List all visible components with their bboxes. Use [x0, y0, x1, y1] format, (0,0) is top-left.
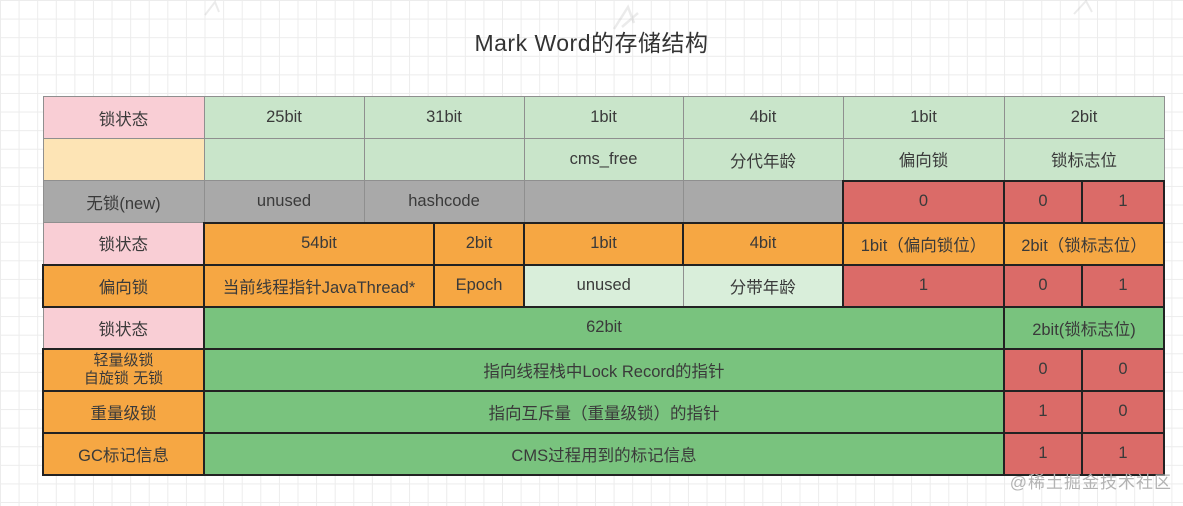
cell-field-header-2: [363, 138, 525, 181]
cell-lightweight-lock-2: 0: [1003, 347, 1083, 392]
cell-bits-header-biased-2: 2bit: [433, 221, 525, 266]
cell-no-lock-4: [682, 180, 844, 223]
cell-bits-header-biased-5: 1bit（偏向锁位）: [842, 221, 1005, 266]
cell-lightweight-lock-3: 0: [1081, 347, 1165, 392]
cell-bits-header-biased-4: 4bit: [682, 221, 844, 266]
faint-watermark-icon: [612, 4, 639, 30]
cell-biased-lock-1: 当前线程指针JavaThread*: [203, 263, 435, 308]
cell-biased-lock-7: 1: [1081, 263, 1165, 308]
page-title: Mark Word的存储结构: [474, 30, 709, 56]
cell-heavyweight-lock-0: 重量级锁: [42, 389, 205, 434]
cell-lightweight-lock-1: 指向线程栈中Lock Record的指针: [203, 347, 1005, 392]
cell-gc-mark-2: 1: [1003, 431, 1083, 476]
faint-watermark-icon: [1073, 0, 1093, 15]
cell-no-lock-2: hashcode: [363, 180, 525, 223]
cell-field-header-5: 偏向锁: [842, 138, 1005, 181]
cell-heavyweight-lock-3: 0: [1081, 389, 1165, 434]
cell-no-lock-1: unused: [203, 180, 365, 223]
cell-bits-header-62-0: 锁状态: [42, 306, 205, 349]
cell-gc-mark-3: 1: [1081, 431, 1165, 476]
cell-bits-header-biased-3: 1bit: [523, 221, 684, 266]
cell-bits-header-biased-6: 2bit（锁标志位）: [1003, 221, 1165, 266]
cell-field-header-6: 锁标志位: [1003, 138, 1165, 181]
cell-bits-header-0: 锁状态: [42, 96, 205, 139]
cell-lightweight-lock-0: 轻量级锁 自旋锁 无锁: [42, 347, 205, 392]
cell-bits-header-62-1: 62bit: [203, 305, 1005, 350]
table-row-no-lock: 无锁(new) unused hashcode 0 0 1: [42, 179, 1165, 224]
table-row-gc-mark: GC标记信息 CMS过程用到的标记信息 1 1: [42, 431, 1165, 476]
cell-field-header-1: [203, 138, 365, 181]
site-watermark: @稀土掘金技术社区: [1009, 473, 1172, 492]
markword-structure-table: 锁状态 25bit 31bit 1bit 4bit 1bit 2bit cms_free 分代年…: [42, 96, 1165, 476]
cell-bits-header-1: 25bit: [203, 96, 365, 139]
cell-biased-lock-6: 0: [1003, 263, 1083, 308]
cell-no-lock-0: 无锁(new): [42, 180, 205, 223]
cell-bits-header-2: 31bit: [363, 96, 525, 139]
cell-gc-mark-1: CMS过程用到的标记信息: [203, 431, 1005, 476]
cell-bits-header-3: 1bit: [523, 96, 684, 139]
cell-biased-lock-3: unused: [523, 264, 684, 307]
cell-bits-header-62-2: 2bit(锁标志位): [1003, 305, 1165, 350]
cell-biased-lock-5: 1: [842, 263, 1005, 308]
faint-watermark-icon: [204, 0, 220, 16]
cell-bits-header-biased-1: 54bit: [203, 221, 435, 266]
cell-biased-lock-0: 偏向锁: [42, 263, 205, 308]
table-row-lightweight-lock: 轻量级锁 自旋锁 无锁 指向线程栈中Lock Record的指针 0 0: [42, 347, 1165, 392]
table-row-bits-header-62: 锁状态 62bit 2bit(锁标志位): [42, 305, 1165, 350]
cell-biased-lock-2: Epoch: [433, 263, 525, 308]
cell-gc-mark-0: GC标记信息: [42, 431, 205, 476]
table-row-heavyweight-lock: 重量级锁 指向互斥量（重量级锁）的指针 1 0: [42, 389, 1165, 434]
table-row-bits-header-biased: 锁状态 54bit 2bit 1bit 4bit 1bit（偏向锁位） 2bit（锁标志位）: [42, 221, 1165, 266]
cell-bits-header-4: 4bit: [682, 96, 844, 139]
cell-no-lock-6: 0: [1003, 179, 1083, 224]
cell-bits-header-5: 1bit: [842, 96, 1005, 139]
table-row-biased-lock: 偏向锁 当前线程指针JavaThread* Epoch unused 分带年龄 1 0 1: [42, 263, 1165, 308]
cell-bits-header-biased-0: 锁状态: [42, 222, 205, 265]
cell-no-lock-7: 1: [1081, 179, 1165, 224]
table-row-bits-header: 锁状态 25bit 31bit 1bit 4bit 1bit 2bit: [42, 96, 1165, 139]
table-row-field-header: cms_free 分代年龄 偏向锁 锁标志位: [42, 138, 1165, 181]
cell-field-header-3: cms_free: [523, 138, 684, 181]
cell-no-lock-5: 0: [842, 179, 1005, 224]
cell-no-lock-3: [523, 180, 684, 223]
cell-heavyweight-lock-1: 指向互斥量（重量级锁）的指针: [203, 389, 1005, 434]
cell-biased-lock-4: 分带年龄: [682, 264, 844, 307]
cell-field-header-0: [42, 138, 205, 181]
cell-field-header-4: 分代年龄: [682, 138, 844, 181]
cell-heavyweight-lock-2: 1: [1003, 389, 1083, 434]
cell-bits-header-6: 2bit: [1003, 96, 1165, 139]
